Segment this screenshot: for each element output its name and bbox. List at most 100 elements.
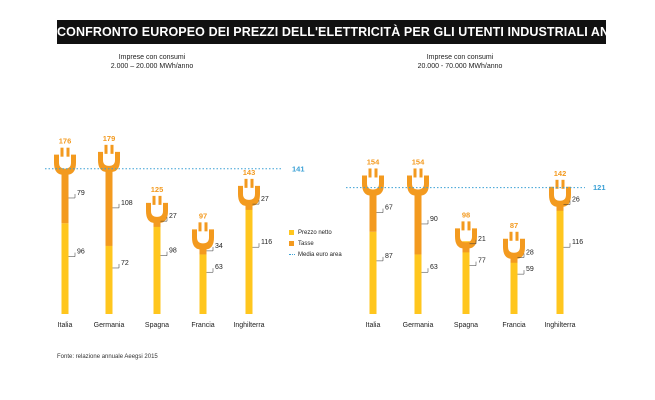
taxes-value-germania: 90 [430, 216, 438, 223]
legend-swatch-net-price [289, 230, 294, 235]
plug-prong-left [509, 231, 513, 241]
plug-prong-left [461, 221, 465, 231]
total-label-inghilterra: 142 [554, 169, 567, 178]
plug-prong-right [66, 147, 70, 157]
right-chart-subtitle: Imprese con consumi 20.000 - 70.000 MWh/… [360, 53, 560, 71]
bar-net-price-francia [510, 258, 518, 314]
total-label-italia: 154 [367, 157, 380, 166]
legend-label-average: Media euro area [298, 251, 342, 258]
total-label-francia: 97 [199, 211, 207, 220]
right-subtitle-line2: 20.000 - 70.000 MWh/anno [417, 63, 503, 70]
leader-taxes-italia [376, 208, 384, 213]
legend-label-taxes: Tasse [298, 240, 314, 247]
plug-prong-left [368, 168, 372, 178]
leader-taxes-francia [206, 246, 214, 252]
leader-taxes-spagna [469, 239, 477, 245]
taxes-value-italia: 79 [77, 190, 85, 197]
taxes-value-inghilterra: 26 [572, 197, 580, 204]
plug-prong-right [158, 195, 162, 205]
net-price-value-germania: 63 [430, 264, 438, 271]
leader-taxes-germania [112, 203, 120, 209]
plug-prong-left [555, 179, 559, 189]
plug-prong-left [152, 195, 156, 205]
legend-label-net-price: Prezzo netto [298, 229, 332, 236]
plug-prong-right [374, 168, 378, 178]
category-label-germania: Germania [94, 322, 125, 329]
leader-taxes-inghilterra [563, 200, 571, 205]
source-note: Fonte: relazione annuale Aeegsi 2015 [57, 354, 158, 360]
average-value-panel-2: 121 [593, 183, 606, 192]
net-price-value-spagna: 98 [169, 248, 177, 255]
leader-taxes-italia [68, 193, 76, 199]
legend-line-average [289, 254, 295, 255]
leader-net-price-spagna [160, 251, 168, 256]
leader-net-price-francia [206, 268, 214, 273]
total-label-germania: 154 [412, 157, 425, 166]
bar-net-price-inghilterra [245, 204, 253, 314]
net-price-value-francia: 63 [215, 264, 223, 271]
plug-body [54, 154, 76, 179]
bar-taxes-italia [369, 193, 377, 232]
plug-prong-right [250, 178, 254, 188]
bar-net-price-inghilterra [556, 204, 564, 314]
plug-body [192, 229, 214, 254]
bar-taxes-germania [105, 169, 113, 246]
bar-net-price-francia [199, 254, 207, 314]
plug-body [455, 228, 477, 253]
plug-icon-francia [503, 231, 525, 263]
plug-body [98, 151, 120, 176]
plug-icon-italia [362, 168, 384, 200]
net-price-value-spagna: 77 [478, 258, 486, 265]
taxes-value-spagna: 21 [478, 236, 486, 243]
leader-net-price-inghilterra [252, 243, 260, 248]
leader-taxes-germania [421, 219, 429, 225]
left-chart-subtitle: Imprese con consumi 2.000 – 20.000 MWh/a… [52, 53, 252, 71]
bar-taxes-italia [61, 172, 69, 224]
plug-prong-left [104, 144, 108, 154]
bar-net-price-germania [414, 254, 422, 314]
bar-net-price-germania [105, 245, 113, 314]
leader-net-price-italia [68, 252, 76, 257]
bar-net-price-spagna [153, 221, 161, 314]
bar-net-price-italia [369, 231, 377, 314]
net-price-value-inghilterra: 116 [261, 239, 272, 246]
plug-prong-left [198, 222, 202, 232]
bar-taxes-germania [414, 193, 422, 255]
plug-icon-inghilterra [549, 179, 571, 211]
leader-net-price-francia [517, 270, 525, 275]
taxes-value-francia: 28 [526, 250, 534, 257]
plug-prong-left [60, 147, 64, 157]
plug-icon-inghilterra [238, 178, 260, 210]
left-subtitle-line1: Imprese con consumi [118, 54, 186, 61]
bar-net-price-spagna [462, 241, 470, 314]
plug-prong-right [204, 222, 208, 232]
leader-net-price-italia [376, 256, 384, 262]
plug-body [362, 175, 384, 200]
leader-net-price-germania [112, 263, 120, 269]
plug-body [549, 186, 571, 211]
right-subtitle-line1: Imprese con consumi [426, 54, 494, 61]
total-label-spagna: 98 [462, 210, 470, 219]
net-price-value-francia: 59 [526, 266, 534, 273]
leader-taxes-francia [517, 253, 525, 258]
taxes-value-francia: 34 [215, 243, 223, 250]
leader-taxes-spagna [160, 217, 168, 222]
category-label-francia: Francia [502, 322, 525, 329]
average-value-panel-1: 141 [292, 164, 305, 173]
total-label-italia: 176 [59, 137, 72, 146]
net-price-value-italia: 96 [77, 249, 85, 256]
bar-net-price-italia [61, 223, 69, 314]
category-label-germania: Germania [403, 322, 434, 329]
leader-taxes-inghilterra [252, 200, 260, 205]
plug-icon-spagna [455, 221, 477, 253]
taxes-value-spagna: 27 [169, 213, 177, 220]
plug-prong-left [244, 178, 248, 188]
net-price-value-inghilterra: 116 [572, 239, 583, 246]
category-label-spagna: Spagna [145, 322, 169, 329]
leader-net-price-germania [421, 268, 429, 273]
plug-prong-left [413, 168, 417, 178]
plug-prong-right [515, 231, 519, 241]
category-label-inghilterra: Inghilterra [544, 322, 575, 329]
left-subtitle-line2: 2.000 – 20.000 MWh/anno [110, 63, 194, 70]
